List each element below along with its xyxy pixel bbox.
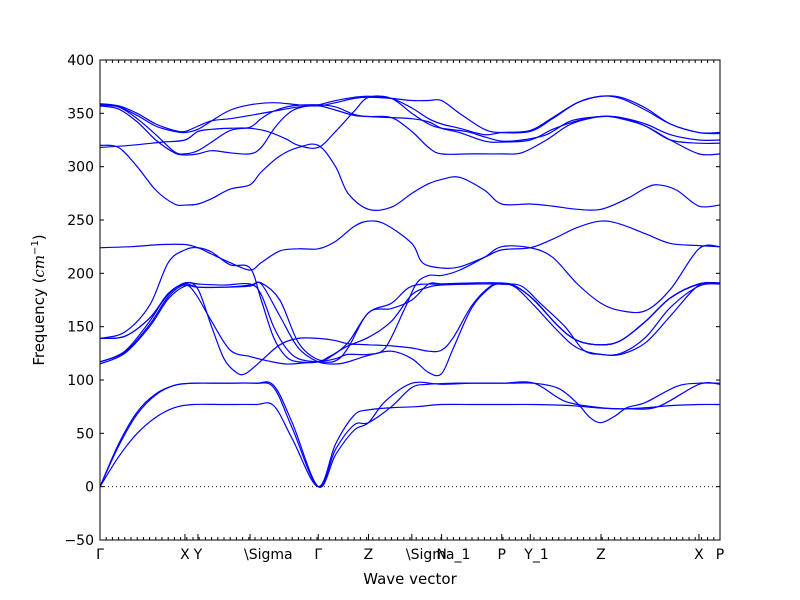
x-tick-label: Γ: [314, 547, 322, 563]
band-line-3: [99, 381, 721, 488]
band-line-8: [99, 281, 721, 363]
band-line-2: [99, 382, 721, 488]
x-axis-label: Wave vector: [363, 570, 457, 588]
y-tick-label: 200: [67, 266, 94, 282]
band-line-7: [99, 281, 721, 376]
band-line-1: [99, 402, 721, 488]
y-tick-label: 300: [67, 160, 94, 176]
y-tick-label: 350: [67, 106, 94, 122]
y-tick-label: −50: [64, 533, 94, 549]
band-line-13: [99, 95, 721, 134]
band-line-6: [99, 281, 721, 365]
band-line-16: [99, 104, 721, 155]
x-tick-label: N: [436, 547, 446, 563]
band-line-15: [99, 95, 721, 136]
x-tick-label: Z: [364, 547, 374, 563]
x-tick-label: X: [180, 547, 190, 563]
x-tick-label: Γ: [96, 547, 104, 563]
y-tick-label: 250: [67, 213, 94, 229]
y-tick-label: 50: [76, 426, 94, 442]
band-lines: [99, 95, 721, 488]
y-axis-label: Frequency (cm−1): [30, 234, 48, 365]
x-tick-label: P: [716, 547, 724, 563]
x-tick-label: Y_1: [523, 547, 548, 563]
y-tick-label: 0: [85, 480, 94, 496]
x-tick-label: \Sigma: [244, 547, 293, 563]
plot-frame: [99, 59, 721, 541]
band-line-10: [99, 244, 721, 364]
x-tick-label: Y: [193, 547, 203, 563]
y-tick-label: 100: [67, 373, 94, 389]
x-tick-label: Z: [596, 547, 606, 563]
band-line-12: [99, 143, 721, 211]
y-tick-label: 400: [67, 53, 94, 69]
band-line-14: [99, 105, 721, 156]
x-tick-label: P: [498, 547, 506, 563]
band-line-9: [99, 220, 721, 271]
x-tick-label: X: [694, 547, 704, 563]
y-axis-ticks: −50 0 50 100 150 200 250 300 350 400: [64, 53, 720, 549]
y-tick-label: 150: [67, 320, 94, 336]
x-tick-label: \Sigma_1: [406, 547, 471, 563]
band-line-11: [99, 95, 721, 149]
